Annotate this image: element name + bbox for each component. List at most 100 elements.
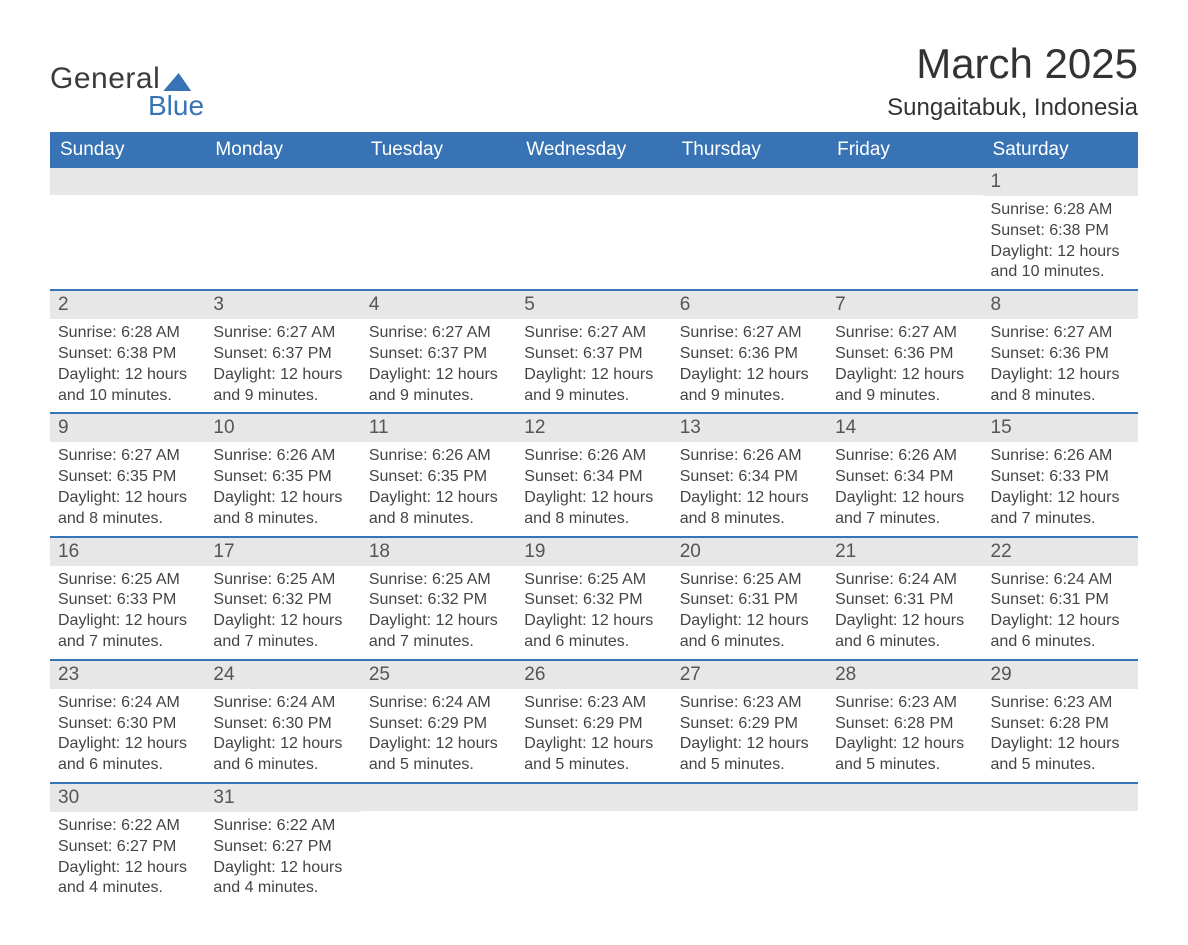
daylight-line: Daylight: 12 hours and 9 minutes. [213,365,352,407]
day-cell: 2Sunrise: 6:28 AMSunset: 6:38 PMDaylight… [50,291,205,412]
sunrise-line: Sunrise: 6:23 AM [991,693,1130,714]
calendar-body: 1Sunrise: 6:28 AMSunset: 6:38 PMDaylight… [50,168,1138,905]
day-details: Sunrise: 6:25 AMSunset: 6:32 PMDaylight:… [361,566,516,659]
day-details: Sunrise: 6:26 AMSunset: 6:35 PMDaylight:… [361,442,516,535]
sunrise-line: Sunrise: 6:25 AM [58,570,197,591]
dow-friday: Friday [827,132,982,168]
day-cell [361,784,516,905]
day-number: 17 [205,538,360,566]
day-cell: 28Sunrise: 6:23 AMSunset: 6:28 PMDayligh… [827,661,982,782]
sunrise-line: Sunrise: 6:27 AM [680,323,819,344]
day-cell: 30Sunrise: 6:22 AMSunset: 6:27 PMDayligh… [50,784,205,905]
day-details: Sunrise: 6:27 AMSunset: 6:37 PMDaylight:… [205,319,360,412]
sunrise-line: Sunrise: 6:23 AM [680,693,819,714]
day-details: Sunrise: 6:22 AMSunset: 6:27 PMDaylight:… [205,812,360,905]
day-number: 9 [50,414,205,442]
sunrise-line: Sunrise: 6:28 AM [991,200,1130,221]
day-details: Sunrise: 6:25 AMSunset: 6:31 PMDaylight:… [672,566,827,659]
daylight-line: Daylight: 12 hours and 7 minutes. [213,611,352,653]
day-number [516,168,671,195]
sunrise-line: Sunrise: 6:26 AM [213,446,352,467]
day-number: 25 [361,661,516,689]
day-details: Sunrise: 6:26 AMSunset: 6:34 PMDaylight:… [827,442,982,535]
sunrise-line: Sunrise: 6:26 AM [369,446,508,467]
sunrise-line: Sunrise: 6:28 AM [58,323,197,344]
daylight-line: Daylight: 12 hours and 7 minutes. [835,488,974,530]
day-details: Sunrise: 6:27 AMSunset: 6:36 PMDaylight:… [983,319,1138,412]
day-number: 14 [827,414,982,442]
brand-logo-row1: General [50,62,191,96]
week-row: 23Sunrise: 6:24 AMSunset: 6:30 PMDayligh… [50,659,1138,782]
dow-sunday: Sunday [50,132,205,168]
day-cell: 26Sunrise: 6:23 AMSunset: 6:29 PMDayligh… [516,661,671,782]
daylight-line: Daylight: 12 hours and 4 minutes. [58,858,197,900]
sunset-line: Sunset: 6:29 PM [680,714,819,735]
sunrise-line: Sunrise: 6:27 AM [991,323,1130,344]
daylight-line: Daylight: 12 hours and 8 minutes. [213,488,352,530]
page-header: General Blue March 2025 Sungaitabuk, Ind… [50,40,1138,122]
day-details: Sunrise: 6:27 AMSunset: 6:36 PMDaylight:… [672,319,827,412]
day-number: 24 [205,661,360,689]
sunrise-line: Sunrise: 6:27 AM [213,323,352,344]
day-details: Sunrise: 6:28 AMSunset: 6:38 PMDaylight:… [50,319,205,412]
sunrise-line: Sunrise: 6:26 AM [835,446,974,467]
day-number: 29 [983,661,1138,689]
day-number: 28 [827,661,982,689]
sunset-line: Sunset: 6:34 PM [835,467,974,488]
day-details: Sunrise: 6:27 AMSunset: 6:36 PMDaylight:… [827,319,982,412]
day-details: Sunrise: 6:23 AMSunset: 6:29 PMDaylight:… [516,689,671,782]
daylight-line: Daylight: 12 hours and 8 minutes. [524,488,663,530]
week-row: 2Sunrise: 6:28 AMSunset: 6:38 PMDaylight… [50,289,1138,412]
sunset-line: Sunset: 6:29 PM [369,714,508,735]
daylight-line: Daylight: 12 hours and 9 minutes. [680,365,819,407]
sunrise-line: Sunrise: 6:27 AM [369,323,508,344]
day-number: 13 [672,414,827,442]
week-row: 30Sunrise: 6:22 AMSunset: 6:27 PMDayligh… [50,782,1138,905]
day-number: 4 [361,291,516,319]
day-cell [672,784,827,905]
sunset-line: Sunset: 6:28 PM [835,714,974,735]
sunrise-line: Sunrise: 6:24 AM [58,693,197,714]
day-number: 11 [361,414,516,442]
daylight-line: Daylight: 12 hours and 7 minutes. [991,488,1130,530]
sunset-line: Sunset: 6:37 PM [369,344,508,365]
day-cell [50,168,205,289]
daylight-line: Daylight: 12 hours and 5 minutes. [524,734,663,776]
day-details: Sunrise: 6:27 AMSunset: 6:37 PMDaylight:… [361,319,516,412]
day-details: Sunrise: 6:24 AMSunset: 6:29 PMDaylight:… [361,689,516,782]
sunrise-line: Sunrise: 6:25 AM [524,570,663,591]
day-number: 15 [983,414,1138,442]
sunrise-line: Sunrise: 6:25 AM [680,570,819,591]
sunrise-line: Sunrise: 6:25 AM [213,570,352,591]
day-number: 2 [50,291,205,319]
day-cell: 18Sunrise: 6:25 AMSunset: 6:32 PMDayligh… [361,538,516,659]
sunset-line: Sunset: 6:37 PM [524,344,663,365]
day-number: 5 [516,291,671,319]
daylight-line: Daylight: 12 hours and 8 minutes. [58,488,197,530]
day-number: 3 [205,291,360,319]
calendar: Sunday Monday Tuesday Wednesday Thursday… [50,132,1138,905]
daylight-line: Daylight: 12 hours and 6 minutes. [524,611,663,653]
daylight-line: Daylight: 12 hours and 8 minutes. [369,488,508,530]
brand-text-blue: Blue [148,90,204,122]
sunrise-line: Sunrise: 6:26 AM [991,446,1130,467]
sunset-line: Sunset: 6:35 PM [213,467,352,488]
month-title: March 2025 [887,40,1138,88]
day-number [672,784,827,811]
day-number [361,784,516,811]
day-details: Sunrise: 6:26 AMSunset: 6:34 PMDaylight:… [516,442,671,535]
day-cell [516,784,671,905]
day-cell: 31Sunrise: 6:22 AMSunset: 6:27 PMDayligh… [205,784,360,905]
day-number [983,784,1138,811]
day-cell: 10Sunrise: 6:26 AMSunset: 6:35 PMDayligh… [205,414,360,535]
sunset-line: Sunset: 6:31 PM [835,590,974,611]
sunrise-line: Sunrise: 6:24 AM [213,693,352,714]
day-cell [827,168,982,289]
day-cell [361,168,516,289]
week-row: 16Sunrise: 6:25 AMSunset: 6:33 PMDayligh… [50,536,1138,659]
day-number [672,168,827,195]
daylight-line: Daylight: 12 hours and 5 minutes. [991,734,1130,776]
sunset-line: Sunset: 6:34 PM [524,467,663,488]
day-cell: 13Sunrise: 6:26 AMSunset: 6:34 PMDayligh… [672,414,827,535]
daylight-line: Daylight: 12 hours and 8 minutes. [991,365,1130,407]
